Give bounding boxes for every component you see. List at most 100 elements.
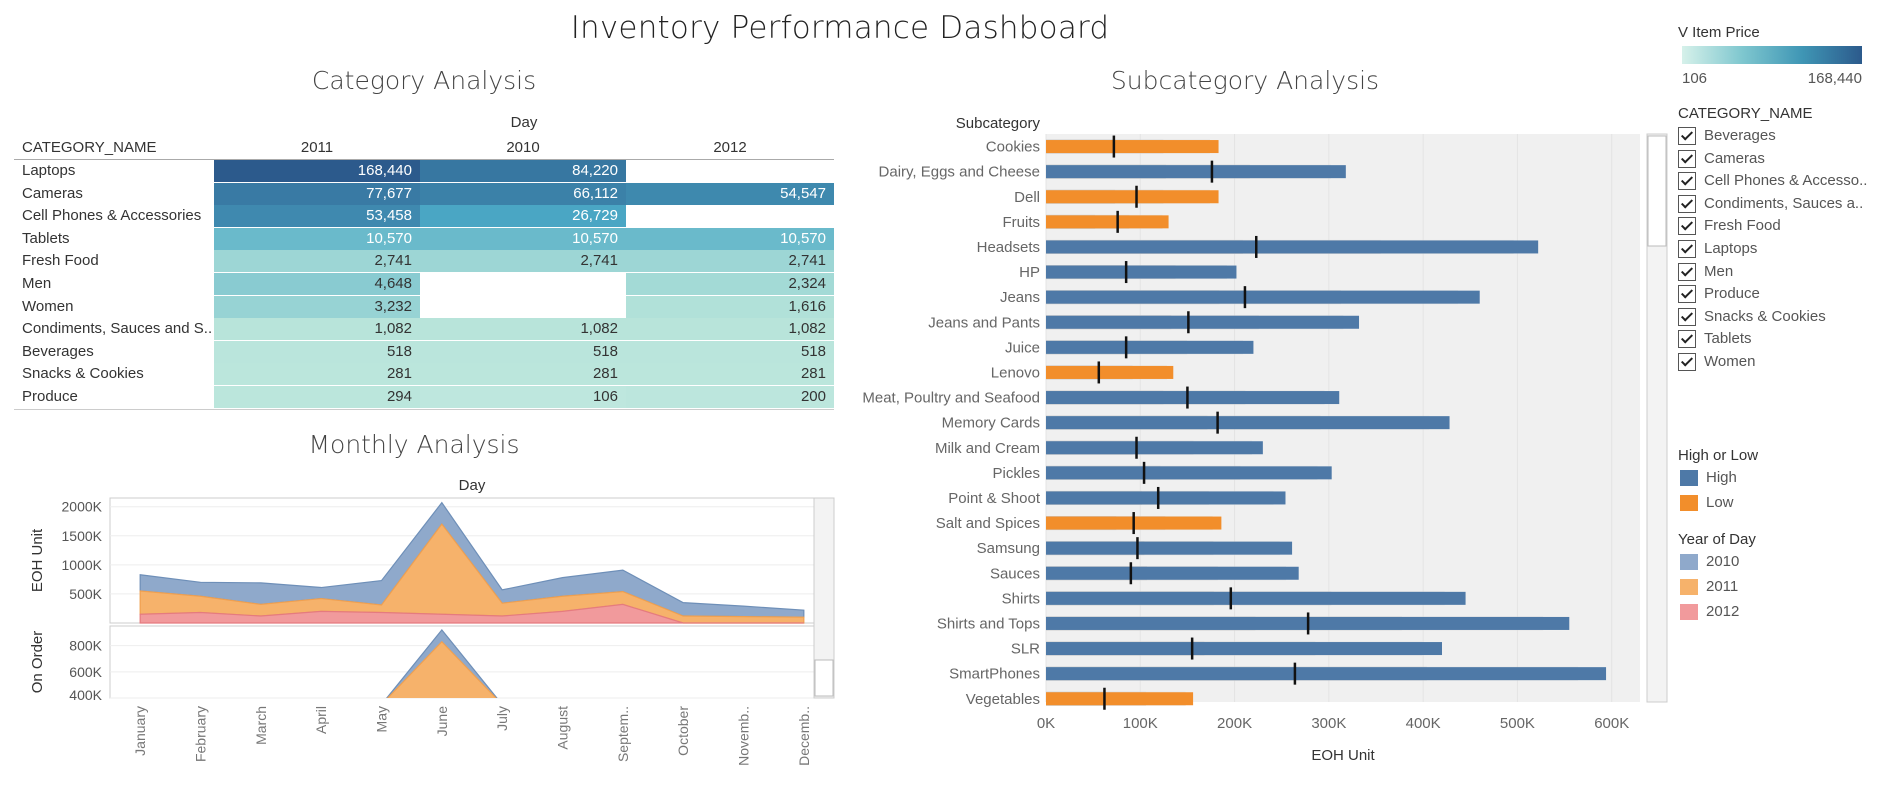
subcategory-bar[interactable] — [1046, 290, 1480, 304]
category-cell-2012: 2,741 — [626, 250, 834, 273]
monthly-bottom-ylabel: On Order — [29, 631, 46, 694]
dashboard-title: Inventory Performance Dashboard — [570, 10, 1110, 46]
month-label: January — [132, 706, 148, 756]
subcategory-label: Pickles — [992, 465, 1040, 482]
category-row: Men 4,648 2,324 — [14, 273, 834, 295]
category-checkbox[interactable] — [1678, 194, 1696, 213]
subcategory-bar[interactable] — [1046, 416, 1450, 430]
subcategory-bar[interactable] — [1046, 190, 1219, 204]
month-label: February — [193, 706, 209, 762]
category-cell-2010: 66,112 — [420, 182, 626, 205]
category-checkbox[interactable] — [1678, 307, 1696, 326]
subcategory-scrollbar[interactable] — [1646, 133, 1668, 703]
month-label: October — [675, 706, 691, 756]
subcategory-bar[interactable] — [1046, 642, 1442, 656]
category-row: Produce 294 106 200 — [14, 386, 834, 408]
subcategory-label: Headsets — [977, 239, 1040, 256]
subcategory-label: Lenovo — [991, 364, 1040, 381]
month-label: Septem.. — [615, 706, 631, 762]
category-name: Women — [22, 297, 74, 315]
category-checkbox[interactable] — [1678, 353, 1696, 371]
subcategory-label: Memory Cards — [942, 415, 1040, 432]
subcategory-bar[interactable] — [1046, 466, 1332, 480]
subcategory-bar[interactable] — [1046, 591, 1466, 605]
area-2012 — [139, 603, 804, 624]
subcategory-bar[interactable] — [1046, 265, 1237, 279]
category-checkbox[interactable] — [1678, 149, 1696, 168]
subcategory-scroll-thumb[interactable] — [1647, 135, 1667, 247]
subcategory-label: HP — [1019, 264, 1040, 281]
category-cell-2010: 84,220 — [420, 160, 626, 182]
monthly-scrollbar[interactable] — [813, 497, 835, 699]
subcategory-bar[interactable] — [1046, 240, 1539, 254]
category-row: Women 3,232 1,616 — [14, 295, 834, 318]
subcategory-bar[interactable] — [1046, 541, 1293, 555]
subcategory-bar[interactable] — [1046, 491, 1286, 505]
year-2010-swatch — [1680, 554, 1698, 570]
low-legend-label: Low — [1706, 494, 1734, 511]
category-checkbox-label[interactable]: Men — [1704, 262, 1734, 280]
price-gradient-bar — [1682, 46, 1862, 64]
category-checkbox[interactable] — [1678, 127, 1696, 145]
category-row: Cameras 77,677 66,112 54,547 — [14, 182, 834, 205]
subcategory-bar[interactable] — [1046, 315, 1360, 329]
category-checkbox-label[interactable]: Snacks & Cookies — [1704, 307, 1826, 325]
category-cell-2011: 281 — [214, 363, 420, 386]
subcategory-label: Fruits — [1003, 214, 1041, 231]
category-checkbox-label[interactable]: Cameras — [1704, 149, 1765, 167]
category-checkbox-label[interactable]: Condiments, Sauces a.. — [1704, 194, 1864, 212]
category-cell-2012: 1,616 — [626, 295, 834, 318]
category-checkbox-label[interactable]: Fresh Food — [1704, 217, 1781, 235]
category-cell-2010: 281 — [420, 363, 626, 386]
category-cell-2012: 200 — [626, 386, 834, 408]
price-legend-title: V Item Price — [1678, 24, 1760, 41]
monthly-day-header: Day — [459, 477, 486, 494]
year-header-2010: 2010 — [506, 139, 540, 156]
x-tick-label: 500K — [1500, 715, 1535, 732]
category-checkbox-label[interactable]: Laptops — [1704, 240, 1758, 257]
year-2011-label: 2011 — [1706, 578, 1739, 595]
monthly-scroll-thumb[interactable] — [814, 659, 834, 697]
year-header-2012: 2012 — [713, 139, 747, 156]
category-checkbox-label[interactable]: Cell Phones & Accesso.. — [1704, 172, 1868, 190]
category-name: Tablets — [22, 229, 70, 247]
category-cell-2012: 2,324 — [626, 273, 834, 295]
subcategory-label: Dairy, Eggs and Cheese — [879, 164, 1040, 181]
subcategory-label: Meat, Poultry and Seafood — [862, 390, 1040, 407]
category-name: Condiments, Sauces and S.. — [22, 320, 213, 338]
subcategory-bar[interactable] — [1046, 667, 1607, 681]
subcategory-bar[interactable] — [1046, 215, 1169, 229]
category-cell-2011: 518 — [214, 340, 420, 363]
category-checkbox[interactable] — [1678, 285, 1696, 304]
category-cell-2012: 281 — [626, 363, 834, 386]
category-checkbox[interactable] — [1678, 262, 1696, 281]
year-header-2011: 2011 — [300, 139, 334, 156]
month-label: April — [313, 706, 329, 734]
subcategory-label: Point & Shoot — [948, 490, 1041, 507]
x-tick-label: 300K — [1311, 715, 1346, 732]
subcategory-bar[interactable] — [1046, 566, 1299, 580]
x-tick-label: 400K — [1406, 715, 1441, 732]
category-checkbox[interactable] — [1678, 240, 1696, 258]
category-cell-2012: 1,082 — [626, 318, 834, 341]
high-low-legend-title: High or Low — [1678, 447, 1759, 464]
category-checkbox[interactable] — [1678, 172, 1696, 191]
subcategory-bar[interactable] — [1046, 340, 1254, 354]
subcategory-bar[interactable] — [1046, 165, 1346, 179]
subcategory-bar[interactable] — [1046, 365, 1174, 379]
subcategory-bar[interactable] — [1046, 140, 1219, 154]
subcategory-label: Shirts — [1002, 590, 1040, 607]
category-checkbox[interactable] — [1678, 217, 1696, 236]
year-legend-title: Year of Day — [1678, 531, 1756, 548]
year-2012-swatch — [1680, 604, 1698, 620]
subcategory-bar[interactable] — [1046, 391, 1340, 405]
subcategory-bar[interactable] — [1046, 692, 1194, 706]
category-checkbox-label[interactable]: Beverages — [1704, 127, 1776, 144]
category-checkbox-label[interactable]: Women — [1704, 353, 1756, 370]
category-cell-2010: 1,082 — [420, 318, 626, 341]
category-checkbox-label[interactable]: Tablets — [1704, 330, 1752, 348]
subcategory-bar[interactable] — [1046, 441, 1263, 455]
category-checkbox-label[interactable]: Produce — [1704, 285, 1760, 303]
year-2011-swatch — [1680, 579, 1698, 595]
category-checkbox[interactable] — [1678, 330, 1696, 349]
